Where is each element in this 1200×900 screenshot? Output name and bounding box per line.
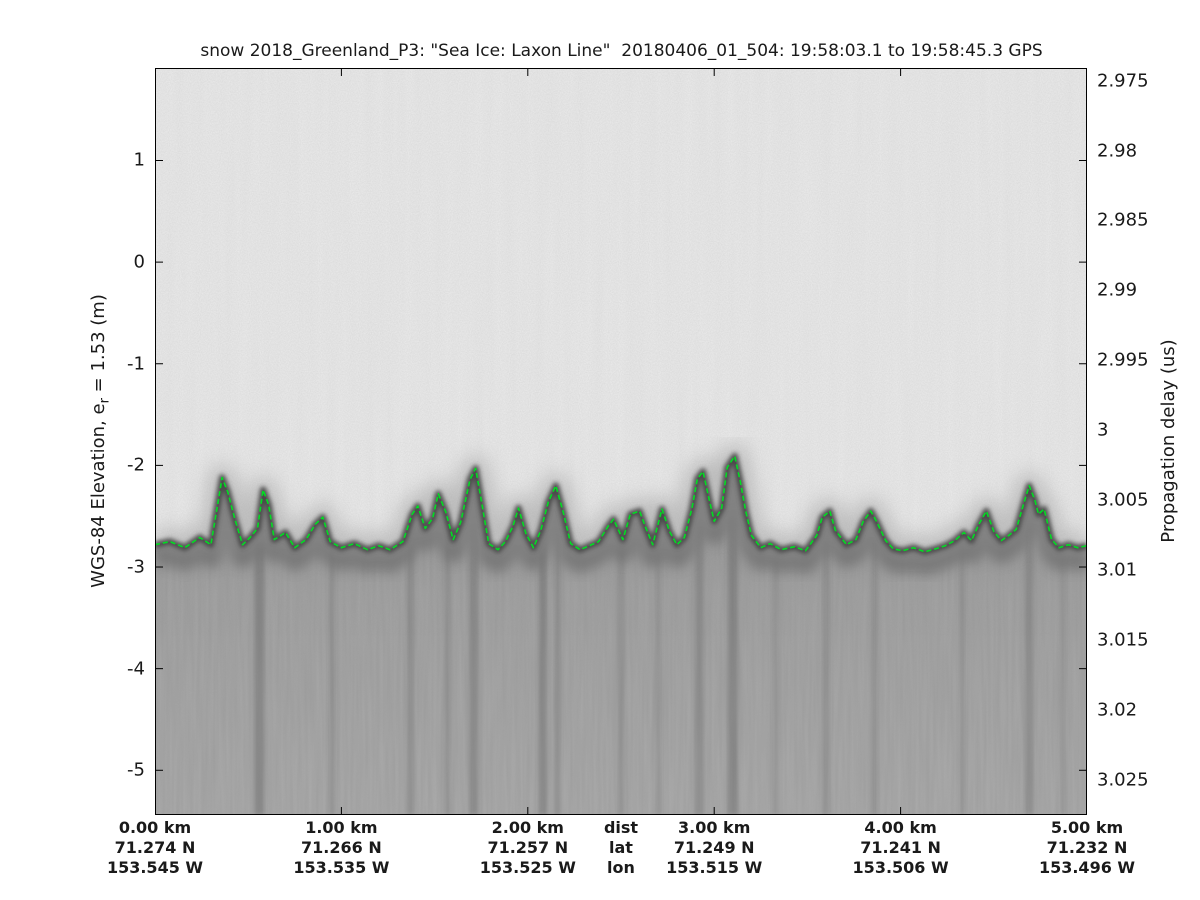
- left-tick-label: -2: [127, 454, 145, 476]
- x-tick-column-row-lon: 153.525 W: [479, 858, 576, 877]
- right-tick-label: 3: [1097, 419, 1109, 441]
- x-tick-column-row-lat: 71.257 N: [487, 838, 569, 857]
- left-axis-label-pre: WGS-84 Elevation, e: [88, 403, 109, 588]
- x-axis-row-legend-row-lon: lon: [607, 858, 635, 877]
- x-tick-column: 0.00 km 71.274 N 153.545 W: [107, 818, 203, 878]
- tracked-surface-line: [154, 455, 1088, 553]
- x-tick-column: 3.00 km 71.249 N 153.515 W: [666, 818, 762, 878]
- texture-streak: [406, 456, 414, 815]
- right-tick-label: 3.02: [1097, 699, 1138, 721]
- x-tick-column-row-lon: 153.496 W: [1038, 858, 1136, 877]
- texture-streak: [254, 456, 265, 815]
- texture-streak: [444, 456, 451, 815]
- x-tick-column-row-lon: 153.515 W: [666, 858, 763, 877]
- plot-frame: [155, 68, 1087, 815]
- x-tick-column-row-lat: 71.241 N: [860, 838, 941, 857]
- right-axis-label: Propagation delay (us): [1158, 339, 1179, 543]
- x-tick-column-row-lon: 153.545 W: [106, 858, 204, 877]
- echogram-image: [152, 68, 1091, 815]
- x-tick-column-row-dist: 4.00 km: [864, 818, 937, 837]
- axis-tick-marks: [154, 68, 1088, 815]
- x-tick-column-row-dist: 1.00 km: [305, 818, 378, 837]
- x-tick-column: 5.00 km 71.232 N 153.496 W: [1039, 818, 1135, 878]
- left-tick-label: -5: [127, 759, 145, 781]
- texture-streak: [469, 456, 479, 815]
- left-tick-label: -3: [127, 556, 145, 578]
- texture-streak: [538, 456, 547, 815]
- x-tick-column-row-dist: 5.00 km: [1050, 818, 1124, 837]
- x-tick-column-row-lon: 153.535 W: [293, 858, 390, 877]
- left-axis-label-sub: r: [97, 398, 113, 404]
- texture-streak: [822, 456, 830, 815]
- x-tick-column-row-lon: 153.506 W: [852, 858, 949, 877]
- right-tick-label: 2.99: [1097, 279, 1138, 301]
- texture-streak: [959, 456, 966, 815]
- left-tick-label: 1: [133, 149, 145, 171]
- left-tick-label: 0: [133, 251, 145, 273]
- x-tick-column: 2.00 km 71.257 N 153.525 W: [480, 818, 576, 878]
- right-tick-label: 2.985: [1097, 209, 1149, 231]
- texture-streak: [329, 456, 336, 815]
- right-tick-label: 3.025: [1097, 769, 1149, 791]
- x-tick-column: 1.00 km 71.266 N 153.535 W: [293, 818, 389, 878]
- right-tick-label: 3.005: [1097, 489, 1149, 511]
- x-tick-column-row-dist: 3.00 km: [678, 818, 751, 837]
- left-tick-label: -1: [127, 353, 145, 375]
- left-tick-label: -4: [127, 658, 145, 680]
- left-axis-label-post: = 1.53 (m): [88, 294, 109, 399]
- texture-streak: [655, 456, 662, 815]
- texture-streak: [871, 456, 878, 815]
- texture-streak: [694, 456, 704, 815]
- x-axis-row-legend-row-dist: dist: [603, 818, 639, 837]
- texture-streak: [554, 456, 561, 815]
- right-tick-label: 2.975: [1097, 70, 1149, 92]
- texture-streak: [1025, 456, 1034, 815]
- right-tick-label: 3.01: [1097, 559, 1138, 581]
- right-tick-label: 2.995: [1097, 349, 1149, 371]
- texture-streak: [1060, 456, 1066, 815]
- left-axis-label: WGS-84 Elevation, er = 1.53 (m): [88, 294, 113, 588]
- texture-streak: [727, 456, 738, 815]
- x-axis-row-legend: dist lat lon: [604, 818, 638, 878]
- figure-title: snow 2018_Greenland_P3: "Sea Ice: Laxon …: [200, 41, 1043, 61]
- x-axis-row-legend-row-lat: lat: [609, 838, 633, 857]
- texture-streak: [617, 456, 625, 815]
- echogram-plot-area: [152, 68, 1091, 815]
- x-tick-column-row-lat: 71.249 N: [673, 838, 755, 857]
- texture-streak: [772, 456, 779, 815]
- x-tick-column-row-dist: 2.00 km: [491, 818, 564, 837]
- x-tick-column-row-lat: 71.232 N: [1046, 838, 1128, 857]
- right-tick-label: 2.98: [1097, 140, 1138, 162]
- x-tick-column-row-lat: 71.274 N: [114, 838, 196, 857]
- right-tick-label: 3.015: [1097, 629, 1149, 651]
- x-tick-column-row-lat: 71.266 N: [301, 838, 382, 857]
- x-tick-column: 4.00 km 71.241 N 153.506 W: [853, 818, 949, 878]
- dark-streak-columns: [254, 456, 1066, 815]
- x-tick-column-row-dist: 0.00 km: [118, 818, 192, 837]
